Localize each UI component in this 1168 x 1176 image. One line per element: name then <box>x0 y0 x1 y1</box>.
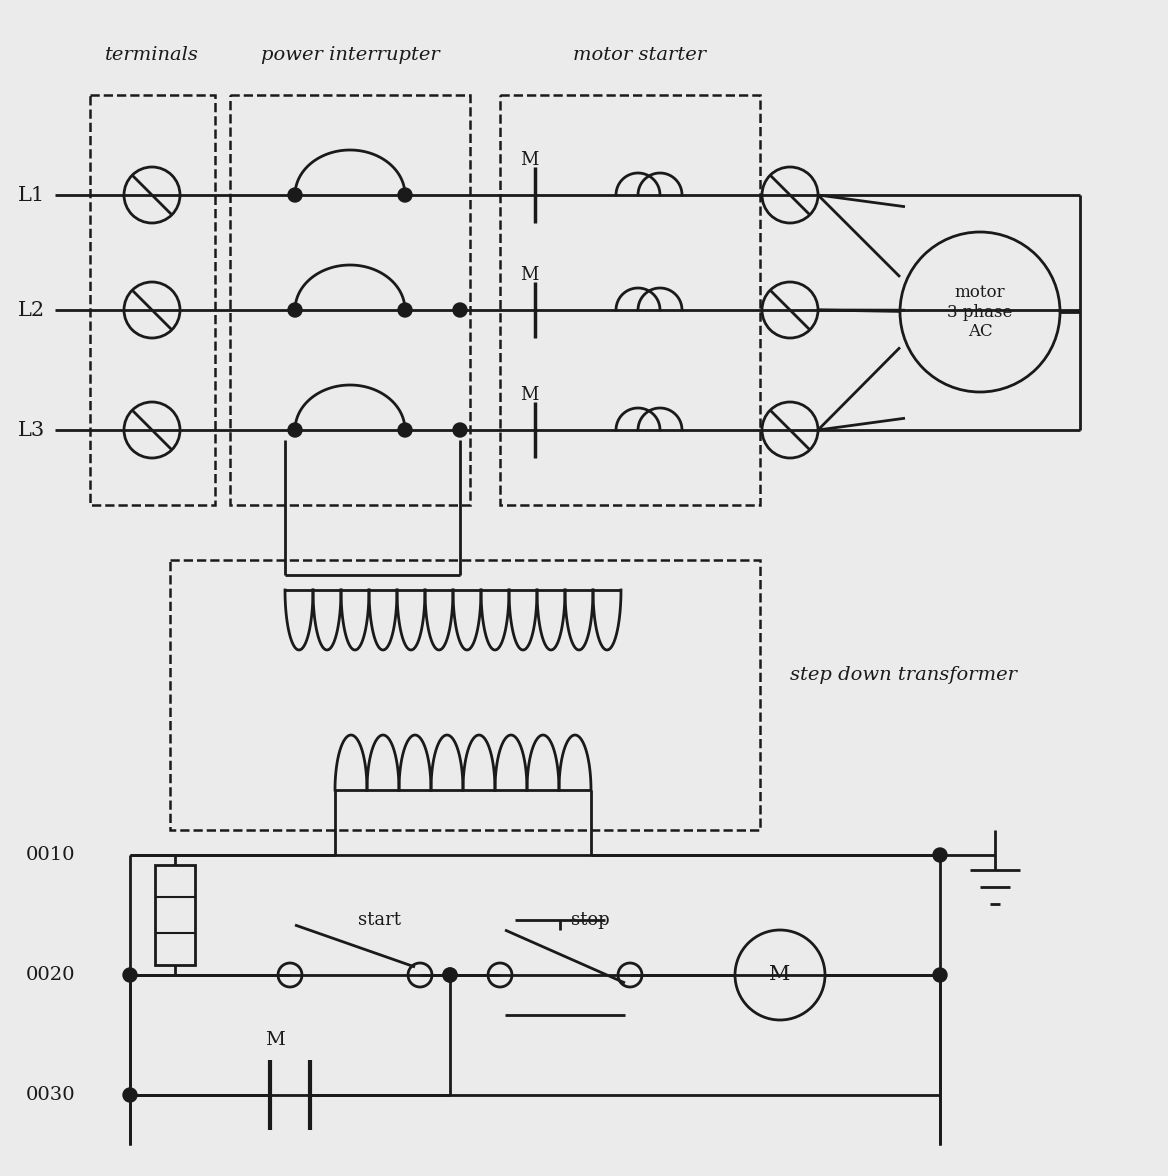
Circle shape <box>443 968 457 982</box>
Bar <box>90 95 215 505</box>
Bar <box>171 560 760 830</box>
Circle shape <box>288 188 303 202</box>
Text: motor starter: motor starter <box>573 46 707 64</box>
Text: stop: stop <box>571 911 610 929</box>
Circle shape <box>123 1088 137 1102</box>
Text: start: start <box>359 911 402 929</box>
Circle shape <box>443 968 457 982</box>
Circle shape <box>453 423 467 437</box>
Text: M: M <box>520 266 538 283</box>
Text: 0010: 0010 <box>26 846 75 864</box>
Circle shape <box>398 423 412 437</box>
Text: motor
3 phase
AC: motor 3 phase AC <box>947 283 1013 340</box>
Text: terminals: terminals <box>105 46 199 64</box>
Text: L3: L3 <box>18 421 46 440</box>
Circle shape <box>933 848 947 862</box>
Circle shape <box>288 423 303 437</box>
Text: M: M <box>520 386 538 405</box>
Circle shape <box>453 303 467 318</box>
Text: M: M <box>520 151 538 169</box>
Text: L1: L1 <box>18 186 46 205</box>
Circle shape <box>288 303 303 318</box>
Circle shape <box>398 188 412 202</box>
Text: M: M <box>770 965 791 984</box>
Circle shape <box>123 968 137 982</box>
Text: power interrupter: power interrupter <box>260 46 439 64</box>
Text: step down transformer: step down transformer <box>790 666 1017 684</box>
Text: L2: L2 <box>18 301 46 320</box>
Bar <box>155 866 195 965</box>
Bar <box>500 95 760 505</box>
Text: 0020: 0020 <box>26 965 75 984</box>
Circle shape <box>398 303 412 318</box>
Circle shape <box>933 968 947 982</box>
Bar <box>230 95 470 505</box>
Text: M: M <box>265 1031 285 1049</box>
Text: 0030: 0030 <box>26 1085 75 1104</box>
